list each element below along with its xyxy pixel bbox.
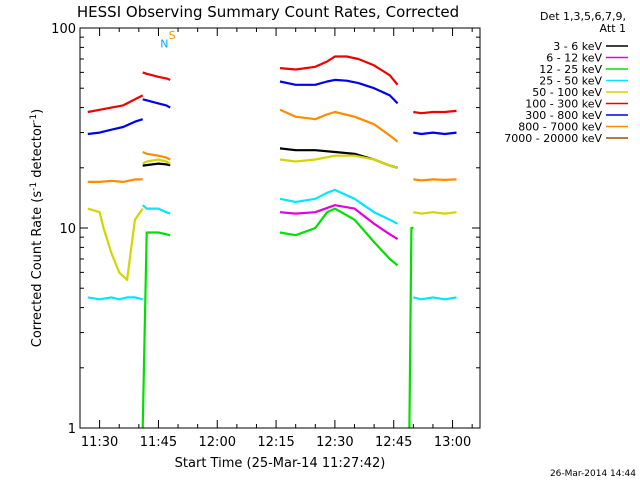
series-line-100-300-kev-0 xyxy=(87,94,144,114)
y-tick-label: 1 xyxy=(68,422,76,437)
series-line-25-50-kev-2 xyxy=(279,188,399,225)
x-tick-label: 12:30 xyxy=(316,435,353,450)
series-line-12-25-kev-1 xyxy=(279,207,399,267)
series-line-800-7000-kev-1 xyxy=(142,150,171,161)
series-line-300-800-kev-3 xyxy=(413,131,457,136)
series-line-25-50-kev-3 xyxy=(413,296,457,301)
series-line-800-7000-kev-3 xyxy=(413,178,457,182)
legend-header: Att 1 xyxy=(600,22,626,35)
chart-title: HESSI Observing Summary Count Rates, Cor… xyxy=(77,3,459,21)
series-line-50-100-kev-1 xyxy=(142,158,171,165)
legend-entry-label: 3 - 6 keV xyxy=(553,40,602,53)
plot-timestamp: 26-Mar-2014 14:44 xyxy=(550,469,636,479)
series-line-300-800-kev-2 xyxy=(279,78,399,105)
x-tick-label: 13:00 xyxy=(434,435,471,450)
series-line-100-300-kev-3 xyxy=(413,109,457,115)
series-line-50-100-kev-0 xyxy=(87,207,144,281)
series-line-3-6-kev-1 xyxy=(279,147,398,169)
series-line-100-300-kev-2 xyxy=(279,55,399,86)
x-axis-label: Start Time (25-Mar-14 11:27:42) xyxy=(175,456,386,471)
series-line-100-300-kev-1 xyxy=(142,71,171,81)
series-line-50-100-kev-2 xyxy=(279,154,398,169)
annotation-n: N xyxy=(160,37,168,50)
legend-entry-label: 7000 - 20000 keV xyxy=(504,132,602,145)
x-tick-label: 12:45 xyxy=(375,435,412,450)
series-line-800-7000-kev-0 xyxy=(87,178,143,183)
legend-entry-label: 6 - 12 keV xyxy=(546,52,602,65)
series-line-50-100-kev-3 xyxy=(413,211,457,215)
legend-entry-label: 12 - 25 keV xyxy=(539,63,602,76)
y-tick-label: 10 xyxy=(59,222,76,237)
legend-entry-label: 100 - 300 keV xyxy=(525,98,602,111)
legend-entry-label: 800 - 7000 keV xyxy=(518,121,602,134)
plot-frame xyxy=(79,27,481,429)
series-line-12-25-kev-0 xyxy=(141,231,171,429)
series-line-300-800-kev-0 xyxy=(87,118,144,136)
series-line-3-6-kev-0 xyxy=(142,162,171,167)
x-tick-label: 11:45 xyxy=(140,435,177,450)
y-tick-label: 100 xyxy=(51,22,76,37)
series-line-300-800-kev-1 xyxy=(142,98,171,109)
legend-entry-label: 300 - 800 keV xyxy=(525,109,602,122)
series-line-800-7000-kev-2 xyxy=(279,108,399,143)
x-tick-label: 11:30 xyxy=(81,435,118,450)
legend-header: Det 1,3,5,6,7,9, xyxy=(540,10,626,23)
series-line-12-25-kev-2 xyxy=(408,226,414,429)
x-tick-label: 12:00 xyxy=(199,435,236,450)
y-axis-label: Corrected Count Rate (s-1 detector-1) xyxy=(29,109,45,347)
legend-entry-label: 25 - 50 keV xyxy=(539,75,602,88)
series-line-25-50-kev-0 xyxy=(87,296,143,301)
series-line-25-50-kev-1 xyxy=(141,204,171,215)
legend-entry-label: 50 - 100 keV xyxy=(532,86,602,99)
annotation-s: S xyxy=(169,29,176,42)
x-tick-label: 12:15 xyxy=(257,435,294,450)
series-line-6-12-kev-0 xyxy=(279,204,399,241)
